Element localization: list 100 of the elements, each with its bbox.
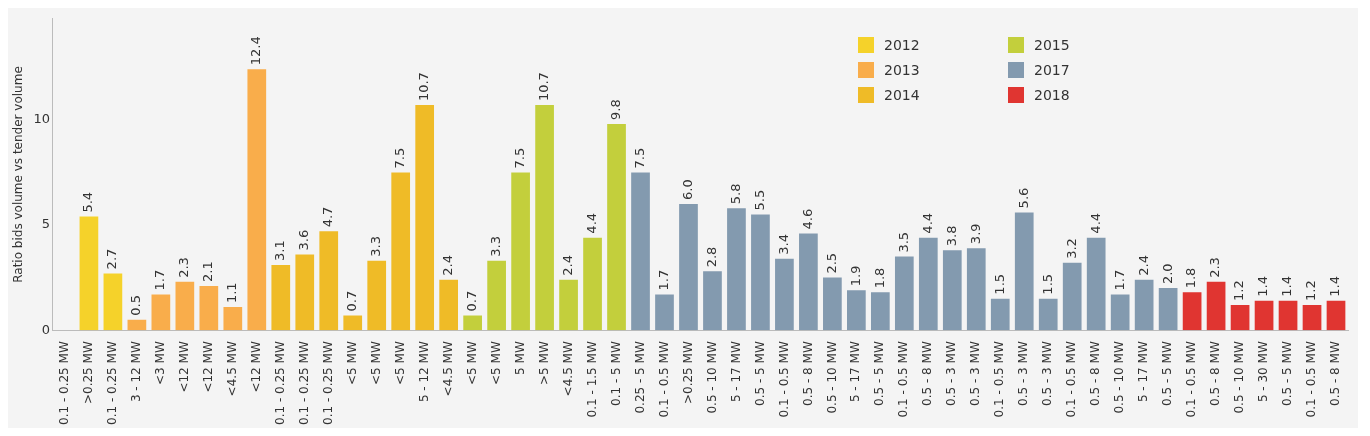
- bar: [535, 105, 554, 331]
- x-tick-label: 3 - 12 MW: [129, 341, 144, 403]
- y-tick-label: 10: [33, 111, 50, 127]
- bar: [1278, 300, 1298, 331]
- x-tick-label: 5 MW: [512, 341, 527, 375]
- data-label: 1.4: [1255, 276, 1271, 297]
- x-tick-label: 5 - 17 MW: [848, 341, 863, 403]
- bar: [1302, 304, 1322, 331]
- data-label: 12.4: [248, 36, 264, 66]
- bar: [607, 124, 626, 331]
- bar: [1062, 262, 1082, 331]
- data-label: 7.5: [392, 147, 408, 169]
- bar: [703, 271, 722, 331]
- x-tick-label: 0.5 - 10 MW: [704, 341, 719, 414]
- bar: [1230, 304, 1250, 331]
- x-tick-label: 0.1 - 0.5 MW: [776, 341, 791, 418]
- x-tick-label: 0.1 - 0.25 MW: [296, 341, 311, 425]
- x-tick-label: 0.5 - 10 MW: [824, 341, 839, 414]
- x-tick-label: 0.5 - 8 MW: [800, 341, 815, 406]
- data-label: 2.4: [1135, 255, 1151, 276]
- data-label: 9.8: [607, 99, 623, 120]
- x-tick-label: 0.1 - 0.25 MW: [272, 341, 287, 425]
- bar: [1038, 298, 1058, 331]
- x-tick-label: 5 - 17 MW: [728, 341, 743, 403]
- x-tick-label: <5 MW: [368, 341, 383, 385]
- legend-label: 2012: [884, 36, 920, 53]
- bar: [223, 307, 243, 331]
- data-label: 4.6: [799, 208, 815, 230]
- y-tick-label: 0: [41, 321, 50, 337]
- legend-label: 2015: [1034, 36, 1070, 53]
- data-label: 3.9: [967, 223, 983, 245]
- x-tick-label: 0.1 - 0.5 MW: [656, 341, 671, 418]
- x-tick-label: <5 MW: [488, 341, 503, 385]
- data-label: 1.2: [1303, 280, 1319, 301]
- bar: [1014, 212, 1034, 331]
- data-label: 2.3: [1207, 257, 1223, 278]
- data-label: 0.5: [128, 295, 144, 316]
- bar: [679, 203, 698, 331]
- y-axis-title: Ratio bids volume vs tender volume: [11, 66, 26, 283]
- data-label: 2.4: [440, 255, 456, 276]
- bar: [271, 264, 291, 331]
- x-tick-label: 0.1 - 0.5 MW: [896, 341, 911, 418]
- bar: [1182, 292, 1202, 331]
- bar: [847, 290, 866, 331]
- data-label: 1.7: [152, 269, 168, 291]
- bar: [966, 248, 986, 331]
- data-label: 7.5: [631, 147, 647, 169]
- x-tick-label: 0.1 - 0.5 MW: [1064, 341, 1079, 418]
- bar: [199, 286, 219, 331]
- bar: [391, 172, 411, 331]
- legend-label: 2013: [884, 61, 920, 78]
- bar: [463, 315, 482, 331]
- x-tick-label: 0.5 - 10 MW: [1232, 341, 1247, 414]
- bar: [439, 279, 459, 331]
- bar: [751, 214, 770, 331]
- bar: [1158, 288, 1178, 331]
- data-label: 4.4: [919, 212, 935, 234]
- bar: [1086, 237, 1106, 331]
- bar: [415, 105, 435, 331]
- bar: [151, 294, 171, 331]
- x-tick-label: 0.5 - 5 MW: [752, 341, 767, 406]
- x-tick-label: 0.5 - 5 MW: [1160, 341, 1175, 406]
- legend-label: 2014: [884, 86, 920, 103]
- data-label: 4.4: [1087, 212, 1103, 234]
- x-tick-label: 0.1 - 5 MW: [608, 341, 623, 406]
- bar: [870, 292, 890, 331]
- data-label: 10.7: [535, 72, 551, 102]
- x-tick-label: 0.5 - 3 MW: [944, 341, 959, 406]
- data-label: 1.1: [224, 282, 240, 304]
- data-label: 3.1: [272, 240, 288, 261]
- bar: [487, 260, 506, 331]
- x-tick-label: 0.1 - 0.25 MW: [57, 341, 72, 425]
- data-label: 10.7: [416, 72, 432, 102]
- data-label: 2.8: [703, 246, 719, 268]
- bar: [655, 294, 674, 331]
- bar: [319, 231, 339, 331]
- data-label: 1.7: [655, 269, 671, 291]
- bar: [799, 233, 818, 331]
- x-tick-label: 5 - 12 MW: [416, 341, 431, 403]
- bar: [367, 260, 387, 331]
- x-tick-label: 0.5 - 10 MW: [1112, 341, 1127, 414]
- data-label: 3.3: [368, 236, 384, 257]
- x-tick-label: 0.5 - 3 MW: [1040, 341, 1055, 406]
- x-tick-label: 5 - 17 MW: [1136, 341, 1151, 403]
- x-tick-label: >5 MW: [536, 341, 551, 385]
- data-label: 0.7: [344, 290, 360, 312]
- x-tick-label: <5 MW: [392, 341, 407, 385]
- bar: [990, 298, 1010, 331]
- x-tick-label: 5 - 30 MW: [1256, 341, 1271, 403]
- data-label: 3.6: [296, 229, 312, 251]
- x-tick-label: 0.5 - 5 MW: [1280, 341, 1295, 406]
- legend-label: 2018: [1034, 86, 1070, 103]
- data-label: 5.4: [80, 191, 96, 213]
- x-tick-label: <12 MW: [248, 341, 263, 393]
- x-tick-label: 0.5 - 8 MW: [920, 341, 935, 406]
- x-tick-label: 0.5 - 3 MW: [1016, 341, 1031, 406]
- data-label: 3.4: [775, 233, 791, 255]
- x-tick-label: >0.25 MW: [81, 341, 96, 405]
- data-label: 2.5: [823, 252, 839, 274]
- bar: [918, 237, 938, 331]
